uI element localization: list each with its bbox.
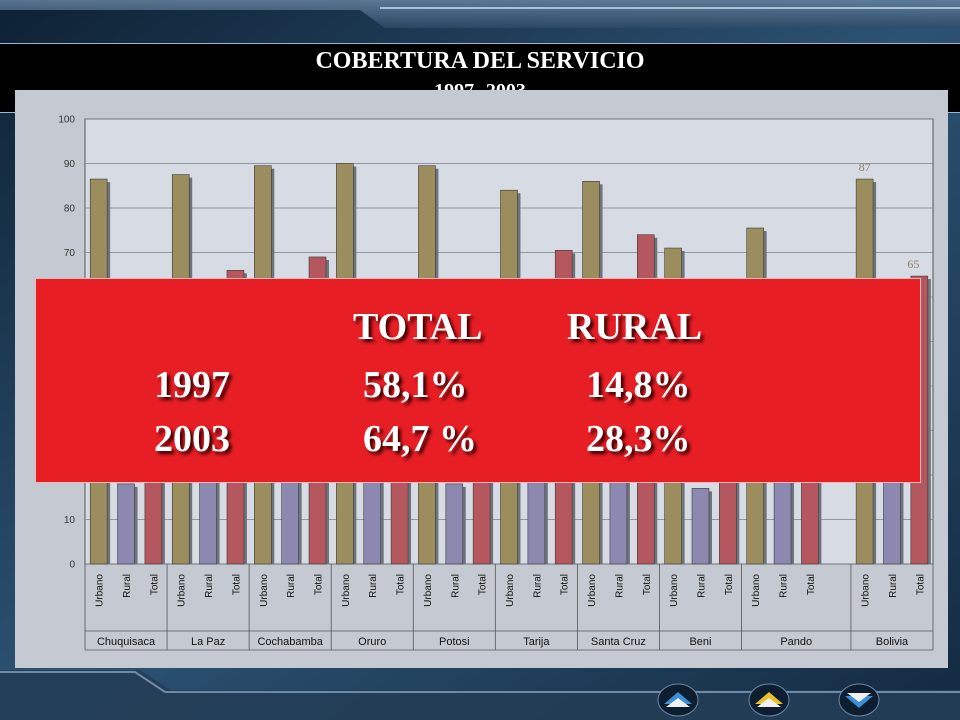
group-label: Bolivia	[876, 636, 909, 648]
total-1997: 58,1%	[363, 364, 468, 406]
bar-chuquisaca-rural	[117, 483, 135, 565]
slide-title: COBERTURA DEL SERVICIO	[315, 48, 645, 74]
x-tick-label: Rural	[286, 574, 297, 598]
previous-slide-icon[interactable]	[657, 683, 699, 717]
x-tick-label: Total	[149, 574, 160, 595]
group-label: Chuquisaca	[97, 636, 156, 648]
x-tick-label: Urbano	[259, 574, 270, 607]
group-label: Beni	[689, 636, 711, 648]
x-tick-label: Total	[231, 574, 242, 595]
group-label: Pando	[780, 636, 812, 648]
rural-1997: 14,8%	[586, 364, 691, 406]
y-tick-label: 80	[64, 204, 76, 215]
x-tick-label: Rural	[204, 574, 215, 598]
x-tick-label: Urbano	[423, 574, 434, 607]
x-tick-label: Total	[396, 574, 407, 595]
x-tick-label: Urbano	[587, 574, 598, 607]
x-tick-label: Rural	[696, 574, 707, 598]
y-tick-label: 10	[64, 515, 76, 526]
x-tick-label: Rural	[532, 574, 543, 598]
x-tick-label: Urbano	[861, 574, 872, 607]
group-label: Oruro	[358, 636, 386, 648]
rural-2003: 28,3%	[586, 418, 691, 460]
y-tick-label: 70	[64, 248, 76, 259]
group-label: Cochabamba	[257, 636, 323, 648]
bar-potosi-rural	[445, 483, 464, 565]
x-tick-label: Urbano	[177, 574, 188, 607]
header-rural: RURAL	[567, 306, 703, 348]
x-tick-label: Total	[560, 574, 571, 595]
group-label: Santa Cruz	[591, 636, 646, 648]
group-label: Potosi	[439, 636, 470, 648]
x-tick-label: Total	[806, 574, 817, 595]
x-tick-label: Total	[724, 574, 735, 595]
x-tick-label: Urbano	[341, 574, 352, 607]
x-tick-label: Rural	[779, 574, 790, 598]
data-label: 87	[859, 160, 871, 174]
x-tick-label: Rural	[614, 574, 625, 598]
data-label: 65	[907, 257, 919, 271]
group-label: Tarija	[523, 636, 550, 648]
x-tick-label: Total	[642, 574, 653, 595]
group-label: La Paz	[191, 636, 225, 648]
x-tick-label: Total	[915, 574, 926, 595]
x-tick-label: Rural	[450, 574, 461, 598]
summary-box: TOTAL RURAL 1997 58,1% 14,8% 2003 64,7 %…	[35, 278, 921, 483]
x-tick-label: Rural	[888, 574, 899, 598]
y-tick-label: 0	[69, 560, 75, 571]
y-tick-label: 100	[58, 115, 75, 126]
x-tick-label: Urbano	[751, 574, 762, 607]
total-2003: 64,7 %	[363, 418, 477, 460]
x-tick-label: Urbano	[505, 574, 516, 607]
y-tick-label: 90	[64, 159, 76, 170]
next-slide-icon[interactable]	[838, 683, 880, 717]
x-tick-label: Urbano	[669, 574, 680, 607]
bar-oruro-rural	[363, 470, 382, 565]
x-tick-label: Total	[478, 574, 489, 595]
bar-beni-rural	[691, 488, 710, 565]
x-tick-label: Total	[314, 574, 325, 595]
x-tick-label: Rural	[122, 574, 133, 598]
year-2003: 2003	[154, 418, 230, 460]
x-tick-label: Rural	[368, 574, 379, 598]
header-total: TOTAL	[353, 306, 483, 348]
x-tick-label: Urbano	[95, 574, 106, 607]
home-icon[interactable]	[748, 683, 790, 717]
year-1997: 1997	[154, 364, 230, 406]
bar-la-paz-rural	[199, 470, 217, 565]
